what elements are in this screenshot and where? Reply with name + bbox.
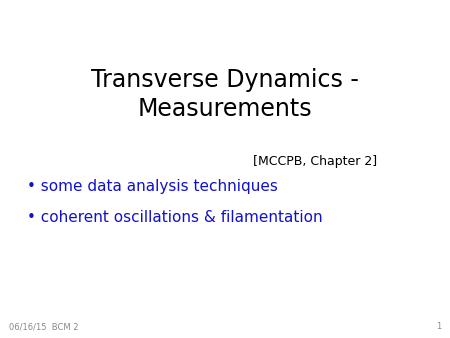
Text: 1: 1 (436, 322, 441, 331)
Text: 06/16/15  BCM 2: 06/16/15 BCM 2 (9, 322, 78, 331)
Text: Transverse Dynamics -
Measurements: Transverse Dynamics - Measurements (91, 68, 359, 121)
Text: • coherent oscillations & filamentation: • coherent oscillations & filamentation (27, 210, 323, 224)
Text: • some data analysis techniques: • some data analysis techniques (27, 179, 278, 194)
Text: [MCCPB, Chapter 2]: [MCCPB, Chapter 2] (253, 155, 377, 168)
